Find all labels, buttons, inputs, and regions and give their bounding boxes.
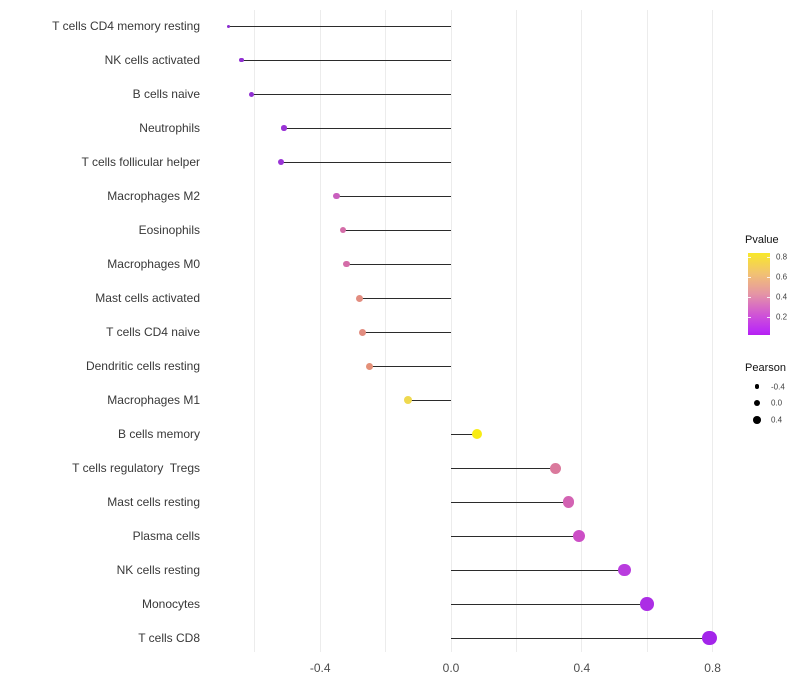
row-label: Macrophages M1: [107, 393, 200, 407]
lollipop-dot: [471, 428, 483, 440]
lollipop-dot: [227, 24, 231, 28]
row-label: T cells regulatory Tregs: [72, 461, 200, 475]
pvalue-gradient-bar: [748, 253, 770, 335]
pvalue-gradient-tickmark: [767, 297, 770, 298]
row-label: T cells follicular helper: [81, 155, 201, 169]
row-label: B cells memory: [117, 427, 200, 441]
pvalue-gradient-tickmark: [748, 277, 751, 278]
gridline-x-0.2: [515, 10, 517, 652]
pvalue-gradient-tickmark: [748, 317, 751, 318]
row-label: NK cells activated: [104, 53, 200, 67]
row-label: B cells naive: [132, 87, 200, 101]
lollipop-stem: [451, 569, 625, 571]
lollipop-stem: [336, 195, 451, 197]
lollipop-stem: [241, 59, 451, 61]
gridline-x-0.8: [712, 10, 714, 652]
pearson-legend-title: Pearson: [745, 362, 786, 374]
row-label: Macrophages M0: [107, 257, 200, 271]
lollipop-dot: [640, 597, 654, 611]
pvalue-gradient-tickmark: [767, 257, 770, 258]
lollipop-dot: [572, 530, 585, 542]
pearson-legend-label: -0.4: [771, 382, 785, 392]
pearson-legend-label: 0.4: [771, 415, 783, 425]
lollipop-stem: [228, 25, 451, 27]
pvalue-tick-label: 0.2: [776, 312, 788, 322]
gridline-x--0.6: [254, 10, 256, 652]
row-label: T cells CD4 naive: [106, 325, 200, 339]
pvalue-tick-label: 0.4: [776, 292, 788, 302]
lollipop-stem: [451, 603, 648, 605]
row-label: Plasma cells: [132, 529, 200, 543]
lollipop-stem: [284, 127, 451, 129]
lollipop-dot: [355, 294, 363, 302]
lollipop-dot: [702, 630, 717, 646]
lollipop-stem: [369, 365, 451, 367]
row-label: Mast cells resting: [107, 495, 200, 509]
x-axis-tick-label: 0.8: [704, 661, 721, 675]
lollipop-stem: [280, 161, 451, 163]
pvalue-gradient-tickmark: [767, 317, 770, 318]
gridline-x-0: [450, 10, 452, 652]
pvalue-gradient-tickmark: [748, 257, 751, 258]
x-axis-tick-label: 0.0: [442, 661, 460, 675]
lollipop-stem: [362, 331, 451, 333]
lollipop-dot: [359, 328, 367, 336]
row-label: Mast cells activated: [95, 291, 200, 305]
lollipop-stem: [451, 501, 569, 503]
lollipop-stem: [451, 535, 579, 537]
lollipop-dot: [365, 362, 373, 370]
lollipop-dot: [277, 159, 284, 165]
lollipop-dot: [404, 396, 413, 404]
row-label: Monocytes: [141, 597, 200, 611]
lollipop-dot: [343, 260, 350, 268]
lollipop-stem: [346, 263, 451, 265]
pearson-legend-dot: [753, 400, 761, 407]
lollipop-dot: [339, 226, 347, 234]
x-axis-tick-label: -0.4: [309, 661, 331, 675]
lollipop-dot: [562, 496, 575, 508]
pvalue-tick-label: 0.6: [776, 272, 788, 282]
gridline-x-0.6: [646, 10, 648, 652]
lollipop-stem: [408, 399, 451, 401]
lollipop-stem: [251, 93, 451, 95]
lollipop-dot: [333, 192, 340, 200]
lollipop-stem: [451, 467, 556, 469]
lollipop-dot: [249, 91, 255, 97]
gridline-x-0.4: [581, 10, 583, 652]
row-label: T cells CD4 memory resting: [52, 19, 200, 33]
x-axis-tick-label: 0.4: [573, 661, 591, 675]
pearson-legend-dot: [753, 416, 761, 424]
lollipop-dot: [618, 563, 631, 577]
pearson-legend-dot: [754, 384, 760, 390]
lollipop-stem: [451, 637, 710, 639]
row-label: Neutrophils: [139, 121, 200, 135]
pvalue-legend-title: Pvalue: [745, 234, 779, 246]
lollipop-stem: [359, 297, 451, 299]
lollipop-stem: [343, 229, 451, 231]
row-label: Macrophages M2: [107, 189, 200, 203]
lollipop-dot: [550, 462, 562, 474]
gridline-x--0.4: [319, 10, 321, 652]
row-label: T cells CD8: [138, 631, 200, 645]
pvalue-tick-label: 0.8: [776, 252, 788, 262]
lollipop-dot: [239, 57, 244, 63]
lollipop-stem: [451, 433, 478, 435]
gridline-x--0.2: [385, 10, 387, 652]
row-label: Dendritic cells resting: [85, 359, 200, 373]
row-label: NK cells resting: [116, 563, 200, 577]
pearson-legend-label: 0.0: [771, 398, 783, 408]
pvalue-gradient-tickmark: [748, 297, 751, 298]
row-label: Eosinophils: [138, 223, 200, 237]
pvalue-gradient-tickmark: [767, 277, 770, 278]
lollipop-dot: [281, 125, 287, 131]
